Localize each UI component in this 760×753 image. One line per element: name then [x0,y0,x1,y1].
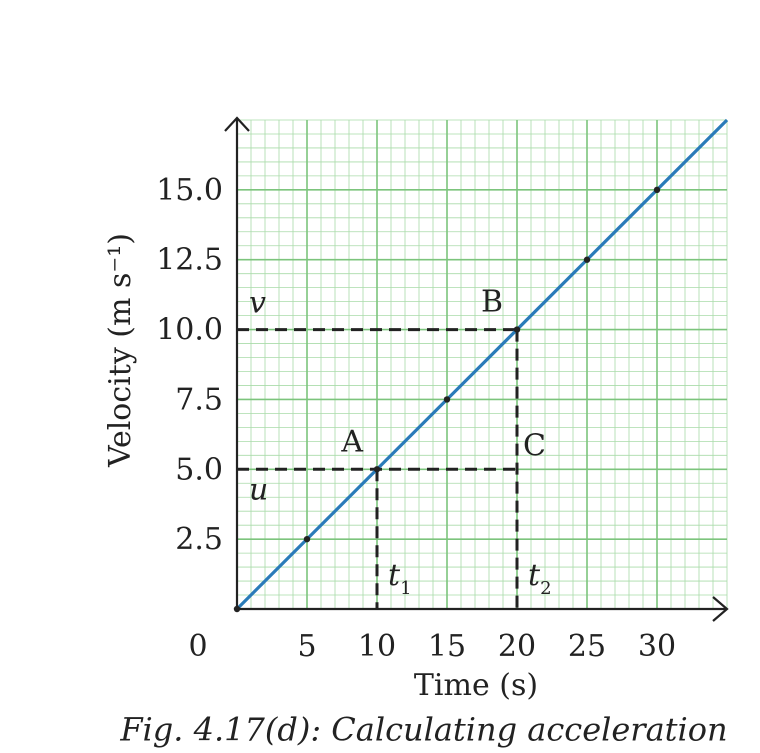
data-point [303,535,311,543]
x-tick-label: 15 [428,629,466,664]
x-tick-label: 25 [568,629,606,664]
x-axis-label: Time (s) [414,668,538,703]
point-label: B [481,285,503,320]
data-point [513,326,521,333]
x-marker-label: t1 [388,558,412,599]
data-point [583,256,591,263]
y-tick-label: 2.5 [175,522,223,557]
y-axis-label: Velocity (m s⁻¹) [103,233,138,468]
grid [236,119,728,610]
y-tick-label: 7.5 [175,382,223,417]
y-tick-label: 12.5 [156,243,223,278]
data-point [373,466,381,473]
y-tick-label: 10.0 [156,313,223,348]
data-line [235,118,729,611]
marker-subscript: 2 [540,578,551,599]
marker-symbol: t [528,558,541,593]
point-label: C [523,428,546,463]
point-label: A [340,424,363,459]
x-tick-label: 30 [638,629,676,664]
marker-subscript: 1 [400,578,411,599]
data-point [443,396,451,403]
data-point [653,186,661,194]
origin-label: 0 [188,629,207,664]
y-marker-label: u [249,472,268,507]
x-tick-label: 20 [498,629,536,664]
x-marker-label: t2 [528,558,552,599]
x-axis [237,596,729,622]
marks [233,118,729,613]
y-tick-label: 15.0 [156,173,223,208]
y-axis [224,116,250,609]
marker-symbol: t [388,558,401,593]
x-tick-label: 10 [358,629,396,664]
x-tick-label: 5 [297,629,316,664]
y-marker-label: v [249,286,266,321]
y-tick-label: 5.0 [175,452,223,487]
caption: Fig. 4.17(d): Calculating acceleration [119,711,727,749]
